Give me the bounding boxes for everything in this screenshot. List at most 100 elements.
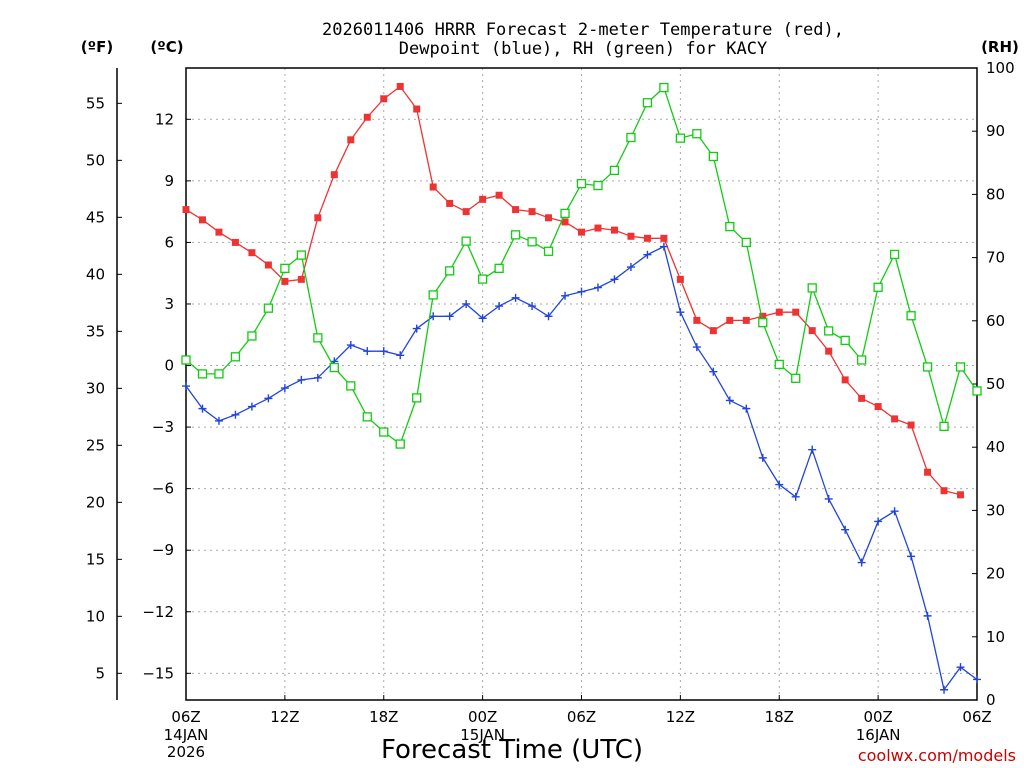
data-point-marker — [858, 394, 866, 402]
data-point-marker — [347, 136, 355, 144]
date-label: 16JAN — [856, 726, 901, 744]
data-point-marker — [626, 132, 636, 143]
data-point-marker — [527, 237, 537, 247]
data-point-marker — [413, 105, 421, 113]
date-label: 14JAN — [164, 726, 209, 744]
credit-text: coolwx.com/models — [858, 746, 1016, 765]
data-point-marker — [742, 404, 751, 413]
data-point-marker — [247, 331, 257, 341]
x-tick-label: 18Z — [369, 708, 398, 726]
data-point-marker — [841, 525, 850, 534]
data-point-marker — [395, 439, 405, 449]
fahrenheit-tick-label: 30 — [86, 379, 105, 397]
data-point-marker — [479, 195, 487, 203]
data-point-marker — [429, 312, 438, 321]
data-point-marker — [346, 341, 355, 350]
data-point-marker — [511, 293, 520, 302]
data-point-marker — [412, 393, 422, 403]
data-point-marker — [692, 129, 702, 139]
data-point-marker — [264, 394, 273, 403]
data-point-marker — [891, 415, 899, 423]
data-point-marker — [659, 82, 669, 93]
data-point-marker — [775, 480, 784, 489]
data-point-marker — [577, 287, 586, 296]
data-point-marker — [708, 151, 718, 162]
celsius-tick-label: −3 — [152, 418, 174, 436]
data-point-marker — [247, 402, 256, 411]
data-point-marker — [709, 327, 717, 335]
data-point-marker — [314, 214, 322, 222]
fahrenheit-tick-label: 40 — [86, 265, 105, 283]
data-point-marker — [775, 308, 783, 316]
data-point-marker — [676, 275, 684, 283]
data-point-marker — [774, 359, 784, 370]
data-point-marker — [576, 179, 587, 189]
data-point-marker — [627, 232, 635, 240]
x-tick-label: 12Z — [270, 708, 299, 726]
data-point-marker — [808, 445, 817, 454]
data-point-marker — [379, 347, 388, 356]
celsius-tick-label: −15 — [142, 664, 174, 682]
data-point-marker — [643, 234, 651, 242]
data-point-marker — [955, 362, 966, 372]
data-point-marker — [181, 355, 191, 365]
axes: 129630−3−6−9−12−155550454035302520151051… — [86, 59, 1015, 761]
x-tick-label: 06Z — [567, 708, 596, 726]
rh-tick-label: 10 — [986, 628, 1005, 646]
series-dewpoint — [182, 242, 981, 694]
data-point-marker — [758, 318, 768, 328]
data-point-marker — [660, 234, 668, 242]
data-point-marker — [956, 663, 965, 672]
data-point-marker — [495, 191, 503, 199]
fahrenheit-tick-label: 20 — [86, 493, 105, 511]
celsius-tick-label: 12 — [155, 110, 174, 128]
series-2-meter-temperature — [182, 82, 965, 499]
data-point-marker — [396, 82, 404, 90]
rh-tick-label: 0 — [986, 691, 996, 709]
celsius-tick-label: 3 — [164, 295, 174, 313]
data-point-marker — [495, 302, 504, 311]
series-line — [185, 245, 978, 692]
data-point-marker — [725, 221, 735, 232]
data-point-marker — [791, 373, 801, 383]
data-point-marker — [593, 180, 603, 191]
fahrenheit-tick-label: 5 — [95, 664, 105, 682]
data-point-marker — [494, 263, 504, 273]
data-point-marker — [329, 362, 339, 373]
data-point-marker — [248, 249, 256, 257]
grid-lines — [186, 68, 977, 700]
fahrenheit-tick-label: 55 — [86, 94, 105, 112]
data-point-marker — [593, 283, 602, 292]
data-point-marker — [659, 242, 668, 251]
data-point-marker — [264, 261, 272, 269]
rh-tick-label: 70 — [986, 249, 1005, 267]
chart-title-line-2: Dewpoint (blue), RH (green) for KACY — [399, 39, 767, 59]
data-point-marker — [923, 611, 932, 620]
data-point-marker — [231, 238, 239, 246]
data-point-marker — [478, 314, 487, 323]
x-tick-label: 00Z — [468, 708, 497, 726]
data-point-marker — [807, 283, 817, 293]
data-point-marker — [528, 208, 536, 216]
data-point-marker — [693, 316, 701, 324]
celsius-unit-label: (ºC) — [150, 38, 183, 56]
data-point-marker — [561, 291, 570, 300]
data-point-marker — [263, 303, 274, 313]
x-tick-label: 06Z — [962, 708, 991, 726]
data-point-marker — [560, 208, 570, 219]
data-point-marker — [857, 558, 866, 567]
data-point-marker — [676, 308, 685, 317]
data-point-marker — [445, 312, 454, 321]
data-point-marker — [215, 228, 223, 236]
celsius-tick-label: 9 — [164, 172, 174, 190]
data-point-marker — [445, 266, 455, 276]
data-point-marker — [873, 282, 883, 292]
data-point-marker — [330, 171, 338, 179]
data-point-marker — [545, 214, 553, 222]
data-point-marker — [725, 396, 734, 405]
data-point-marker — [642, 98, 653, 108]
data-point-marker — [924, 468, 932, 476]
data-point-marker — [907, 552, 916, 561]
data-point-marker — [428, 290, 438, 300]
